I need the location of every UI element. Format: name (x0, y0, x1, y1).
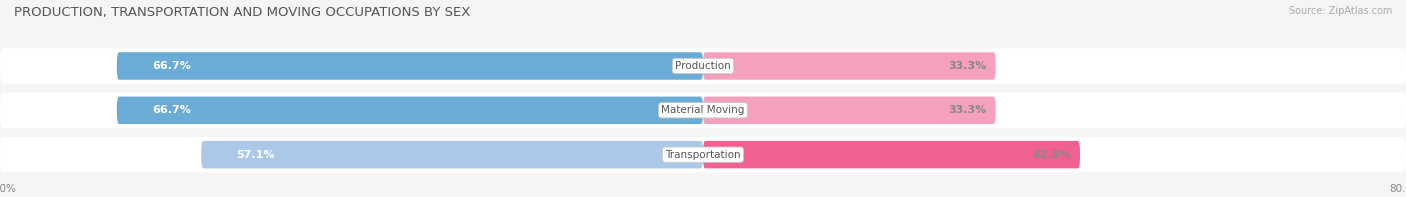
FancyBboxPatch shape (0, 48, 1406, 84)
FancyBboxPatch shape (117, 97, 703, 124)
FancyBboxPatch shape (117, 52, 703, 80)
FancyBboxPatch shape (0, 137, 1406, 172)
Text: PRODUCTION, TRANSPORTATION AND MOVING OCCUPATIONS BY SEX: PRODUCTION, TRANSPORTATION AND MOVING OC… (14, 6, 471, 19)
Text: 42.9%: 42.9% (1032, 150, 1071, 160)
FancyBboxPatch shape (703, 52, 995, 80)
FancyBboxPatch shape (703, 97, 995, 124)
Text: Source: ZipAtlas.com: Source: ZipAtlas.com (1288, 6, 1392, 16)
Text: 57.1%: 57.1% (236, 150, 276, 160)
FancyBboxPatch shape (703, 141, 1080, 168)
Text: 33.3%: 33.3% (949, 105, 987, 115)
Text: 33.3%: 33.3% (949, 61, 987, 71)
FancyBboxPatch shape (0, 93, 1406, 128)
FancyBboxPatch shape (201, 141, 703, 168)
Text: Production: Production (675, 61, 731, 71)
Text: Transportation: Transportation (665, 150, 741, 160)
Text: 66.7%: 66.7% (152, 105, 191, 115)
Text: 66.7%: 66.7% (152, 61, 191, 71)
Text: Material Moving: Material Moving (661, 105, 745, 115)
